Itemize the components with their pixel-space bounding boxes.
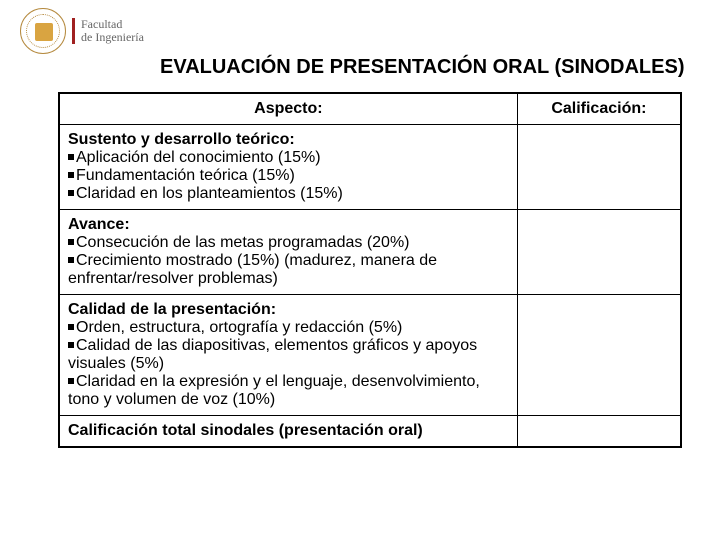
header-calificacion: Calificación: xyxy=(517,93,681,125)
table-row: Avance:Consecución de las metas programa… xyxy=(59,210,681,295)
bullet-icon xyxy=(68,257,74,263)
aspect-item: Crecimiento mostrado (15%) (madurez, man… xyxy=(68,252,509,288)
table-header-row: Aspecto: Calificación: xyxy=(59,93,681,125)
page-title: EVALUACIÓN DE PRESENTACIÓN ORAL (SINODAL… xyxy=(160,56,708,79)
bullet-icon xyxy=(68,342,74,348)
bullet-icon xyxy=(68,172,74,178)
aspecto-cell: Calificación total sinodales (presentaci… xyxy=(59,416,517,448)
aspect-heading: Sustento y desarrollo teórico: xyxy=(68,131,509,149)
aspect-heading: Calidad de la presentación: xyxy=(68,301,509,319)
calificacion-cell xyxy=(517,416,681,448)
aspecto-cell: Sustento y desarrollo teórico:Aplicación… xyxy=(59,125,517,210)
table-row: Sustento y desarrollo teórico:Aplicación… xyxy=(59,125,681,210)
aspect-item: Aplicación del conocimiento (15%) xyxy=(68,149,509,167)
bullet-icon xyxy=(68,154,74,160)
aspect-heading: Calificación total sinodales (presentaci… xyxy=(68,422,509,440)
faculty-line2: de Ingeniería xyxy=(81,31,144,44)
table-row: Calificación total sinodales (presentaci… xyxy=(59,416,681,448)
aspect-item: Consecución de las metas programadas (20… xyxy=(68,234,509,252)
bullet-icon xyxy=(68,378,74,384)
aspect-item: Fundamentación teórica (15%) xyxy=(68,167,509,185)
aspect-item: Claridad en la expresión y el lenguaje, … xyxy=(68,373,509,409)
header-aspecto: Aspecto: xyxy=(59,93,517,125)
calificacion-cell xyxy=(517,125,681,210)
logo-area: Facultad de Ingeniería xyxy=(20,8,144,54)
university-seal xyxy=(20,8,66,54)
table-body: Sustento y desarrollo teórico:Aplicación… xyxy=(59,125,681,448)
bullet-icon xyxy=(68,190,74,196)
aspecto-cell: Calidad de la presentación:Orden, estruc… xyxy=(59,295,517,416)
aspect-heading: Avance: xyxy=(68,216,509,234)
evaluation-table: Aspecto: Calificación: Sustento y desarr… xyxy=(58,92,682,448)
aspect-item: Claridad en los planteamientos (15%) xyxy=(68,185,509,203)
aspect-item: Calidad de las diapositivas, elementos g… xyxy=(68,337,509,373)
bullet-icon xyxy=(68,324,74,330)
table-row: Calidad de la presentación:Orden, estruc… xyxy=(59,295,681,416)
calificacion-cell xyxy=(517,210,681,295)
bullet-icon xyxy=(68,239,74,245)
faculty-label: Facultad de Ingeniería xyxy=(72,18,144,44)
aspecto-cell: Avance:Consecución de las metas programa… xyxy=(59,210,517,295)
aspect-item: Orden, estructura, ortografía y redacció… xyxy=(68,319,509,337)
calificacion-cell xyxy=(517,295,681,416)
